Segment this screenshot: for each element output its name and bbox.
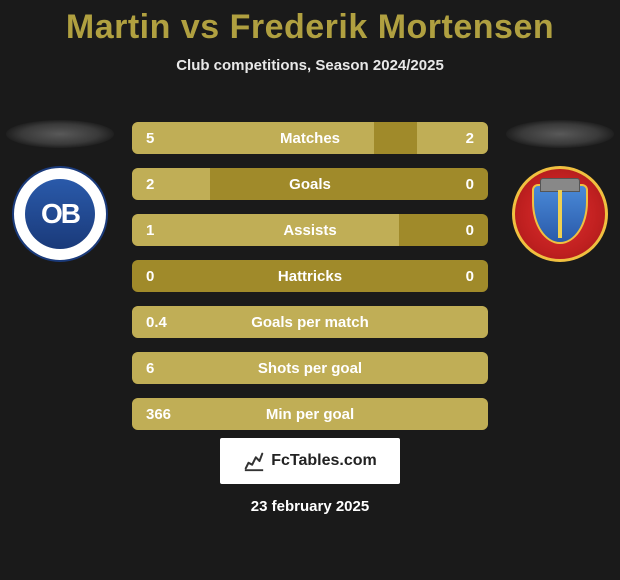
page-title: Martin vs Frederik Mortensen: [0, 0, 620, 47]
stat-row: 0Hattricks0: [132, 260, 488, 292]
stats-bars: 5Matches2 2Goals0 1Assists0 0Hattricks0 0.4G…: [132, 122, 488, 444]
left-club-crest: OB: [12, 166, 108, 262]
ob-crest-icon: OB: [12, 166, 108, 262]
watermark: FcTables.com: [220, 438, 400, 484]
ob-crest-text: OB: [41, 198, 79, 230]
stat-label: Matches: [132, 130, 488, 147]
player-shadow: [506, 120, 614, 148]
stat-row: 0.4Goals per match: [132, 306, 488, 338]
stat-row: 366Min per goal: [132, 398, 488, 430]
date-label: 23 february 2025: [0, 498, 620, 515]
right-club-crest: [512, 166, 608, 262]
stat-label: Shots per goal: [132, 360, 488, 377]
stat-row: 5Matches2: [132, 122, 488, 154]
chart-icon: [243, 450, 265, 472]
watermark-text: FcTables.com: [271, 452, 377, 470]
stat-row: 2Goals0: [132, 168, 488, 200]
stat-row: 1Assists0: [132, 214, 488, 246]
hik-crest-icon: [512, 166, 608, 262]
left-player-block: OB: [6, 120, 114, 262]
right-player-block: [506, 120, 614, 262]
stat-label: Goals per match: [132, 314, 488, 331]
stat-label: Assists: [132, 222, 488, 239]
player-shadow: [6, 120, 114, 148]
subtitle: Club competitions, Season 2024/2025: [0, 57, 620, 74]
stat-label: Goals: [132, 176, 488, 193]
stat-label: Min per goal: [132, 406, 488, 423]
stat-label: Hattricks: [132, 268, 488, 285]
stat-row: 6Shots per goal: [132, 352, 488, 384]
